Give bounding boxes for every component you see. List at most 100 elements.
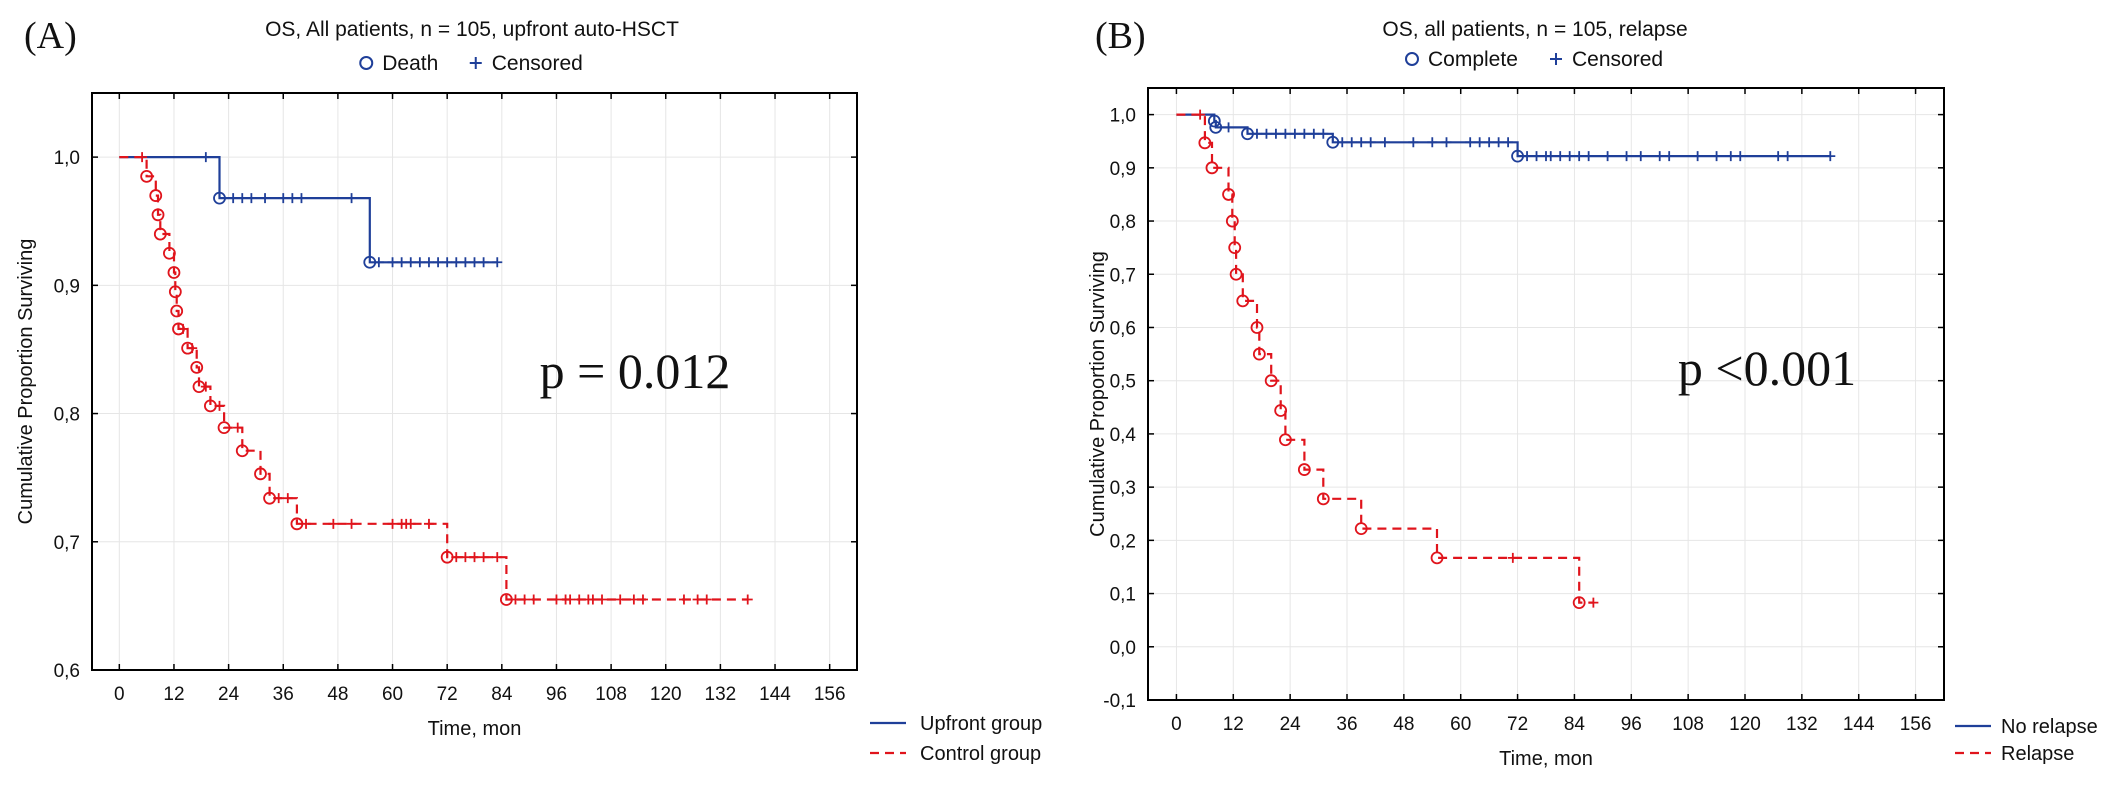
x-tick-label: 48 <box>1393 714 1414 735</box>
x-tick-label: 24 <box>1280 714 1302 735</box>
x-tick-label: 84 <box>1564 714 1586 735</box>
censored-marker <box>451 257 462 268</box>
censored-marker <box>187 343 198 354</box>
y-tick-label: 0,9 <box>1110 159 1136 180</box>
censored-marker <box>1588 597 1599 608</box>
event-marker <box>213 191 226 205</box>
censored-marker <box>1692 151 1703 162</box>
censored-marker <box>328 518 339 529</box>
censored-marker <box>469 552 480 563</box>
event-marker <box>1209 120 1223 134</box>
censored-marker <box>387 518 398 529</box>
x-tick-label: 108 <box>595 684 627 705</box>
event-marker <box>1207 114 1221 128</box>
x-tick-label: 156 <box>814 684 846 705</box>
censored-marker <box>1441 137 1452 148</box>
series-legend-item: Upfront group <box>870 713 1042 735</box>
censored-marker <box>1564 151 1575 162</box>
x-tick-label: 24 <box>218 684 240 705</box>
event-marker <box>1264 374 1278 388</box>
ticks: 0 12 24 36 48 60 72 84 96 108 120 132 144 156 -0,1 0,0 0… <box>1103 88 1944 735</box>
censored-marker <box>1289 128 1300 139</box>
censored-marker <box>1465 137 1476 148</box>
censored-marker <box>273 493 284 504</box>
censored-marker <box>1654 151 1665 162</box>
event-marker <box>1250 321 1264 334</box>
x-axis-label: Time, mon <box>428 718 522 740</box>
censored-marker <box>346 193 357 204</box>
censored-marker <box>565 594 576 605</box>
plot-frame <box>1147 87 1945 701</box>
censored-marker <box>228 193 239 204</box>
censored-marker <box>1493 137 1504 148</box>
censored-marker <box>478 552 489 563</box>
censored-marker <box>628 594 639 605</box>
event-marker <box>140 169 154 183</box>
chart-title: OS, all patients, n = 105, relapse <box>1382 18 1687 41</box>
censored-marker <box>1280 128 1291 139</box>
censored-marker <box>574 594 585 605</box>
censored-marker <box>414 257 425 268</box>
censored-marker <box>1474 137 1485 148</box>
p-value-annotation: p <0.001 <box>1678 340 1856 396</box>
plus-marker-icon <box>469 57 482 69</box>
censored-marker <box>1635 151 1646 162</box>
series-no-relapse <box>1176 113 1836 163</box>
censored-marker <box>519 594 530 605</box>
series-upfront-group <box>119 152 503 269</box>
censored-marker <box>460 257 471 268</box>
censored-marker <box>423 257 434 268</box>
event-marker <box>190 360 204 374</box>
censored-marker <box>1337 137 1348 148</box>
x-tick-label: 60 <box>382 684 403 705</box>
event-marker <box>1222 188 1235 201</box>
y-axis-label: Cumulative Proportion Surviving <box>1087 251 1109 537</box>
x-tick-label: 72 <box>1507 714 1528 735</box>
x-tick-label: 144 <box>759 684 791 705</box>
censored-marker <box>1427 137 1438 148</box>
x-tick-label: 0 <box>114 684 125 705</box>
chart-panel-b: (B) OS, all patients, n = 105, relapse Com… <box>1087 15 2098 770</box>
panel-label: (B) <box>1095 15 1146 57</box>
event-marker <box>153 227 167 241</box>
censored-marker <box>1545 151 1556 162</box>
censored-marker <box>1531 151 1542 162</box>
chart-panel-a: (A) OS, All patients, n = 105, upfront au… <box>15 15 1042 765</box>
event-marker <box>167 266 181 279</box>
event-marker <box>163 246 176 260</box>
event-marker <box>1354 522 1368 536</box>
censored-marker <box>282 493 293 504</box>
censored-marker <box>742 594 753 605</box>
series-legend-item: Relapse <box>1955 743 2074 765</box>
censored-marker <box>1711 151 1722 162</box>
y-axis-label: Cumulative Proportion Surviving <box>15 239 37 525</box>
censored-marker <box>442 257 453 268</box>
censored-marker <box>1408 137 1419 148</box>
legend-label: No relapse <box>2001 716 2098 738</box>
censored-marker <box>433 257 444 268</box>
x-tick-label: 132 <box>1786 714 1818 735</box>
censored-marker <box>1318 128 1329 139</box>
censored-marker <box>1379 137 1390 148</box>
marker-legend-label: Complete <box>1428 48 1518 71</box>
censored-marker <box>1299 128 1310 139</box>
event-marker <box>1279 433 1292 447</box>
censored-marker <box>1261 128 1272 139</box>
event-marker <box>1225 214 1239 228</box>
x-tick-label: 60 <box>1450 714 1471 735</box>
censored-marker <box>232 422 243 433</box>
censored-marker <box>178 323 189 334</box>
censored-marker <box>701 594 712 605</box>
series-relapse <box>1176 109 1599 610</box>
survival-curve <box>1176 113 1831 158</box>
event-marker <box>149 189 163 202</box>
censored-marker <box>237 193 248 204</box>
circle-marker-icon <box>1405 52 1419 66</box>
grid <box>92 93 857 671</box>
event-marker <box>1236 294 1250 308</box>
censored-marker <box>246 193 257 204</box>
y-tick-label: 1,0 <box>1110 106 1136 127</box>
series-legend-item: No relapse <box>1955 716 2098 738</box>
censored-marker <box>1223 122 1234 133</box>
censored-marker <box>692 594 703 605</box>
